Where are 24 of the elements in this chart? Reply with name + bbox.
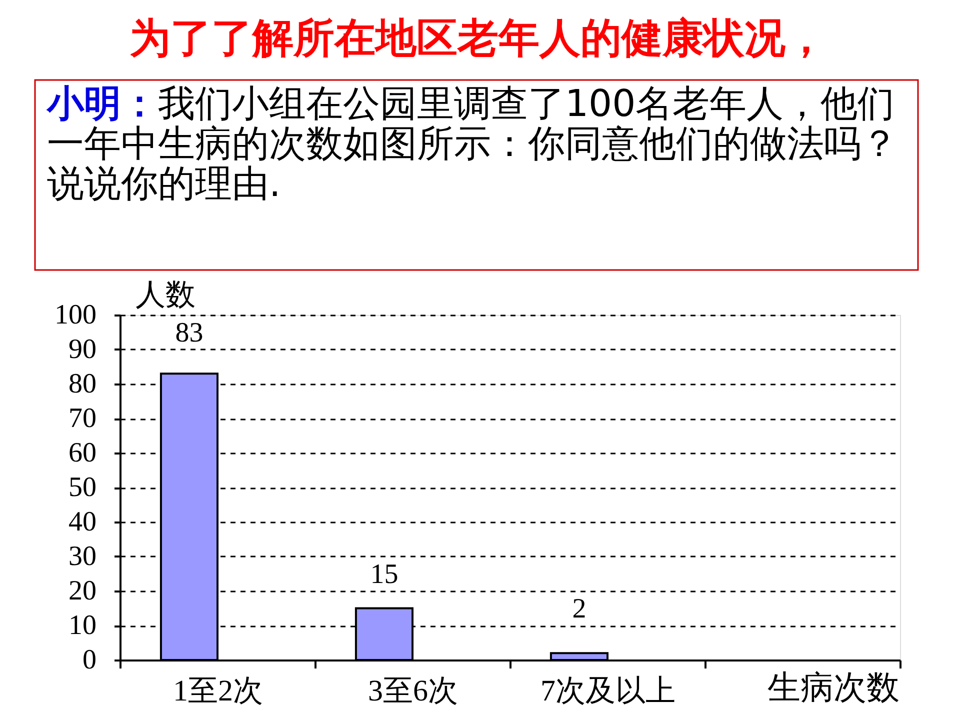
data-label: 83 [175,318,204,348]
text: 一年中生病的次数如图所示：你同意他们的做法吗？ [47,122,898,165]
text: 小明： [46,82,158,125]
y-tick-label: 50 [68,472,96,503]
y-tick-label: 0 [82,644,96,676]
y-tick-label: 80 [68,368,96,400]
x-tick-label: 3至6次 [368,674,458,708]
chart-title: 为了了解所在地区老年人的健康状况， [130,14,826,62]
y-tick-label: 70 [68,403,96,434]
y-tick-label: 30 [68,541,96,572]
y-tick-label: 40 [68,506,96,538]
y-tick-label: 20 [68,576,96,606]
y-tick-label: 100 [54,300,96,330]
text: 我们小组在公园里调查了100名老年人，他们 [158,82,895,125]
data-label: 2 [572,594,586,624]
text: 说说你的理由. [47,162,281,205]
y-tick-label: 60 [68,438,96,468]
x-tick-label: 7次及以上 [540,674,676,708]
x-axis-title: 生病次数 [768,670,900,706]
y-tick-label: 90 [68,334,96,365]
y-axis-title: 人数 [136,278,196,312]
y-tick-label: 10 [68,610,96,641]
data-label: 15 [370,559,398,590]
x-tick-label: 1至2次 [173,674,263,708]
